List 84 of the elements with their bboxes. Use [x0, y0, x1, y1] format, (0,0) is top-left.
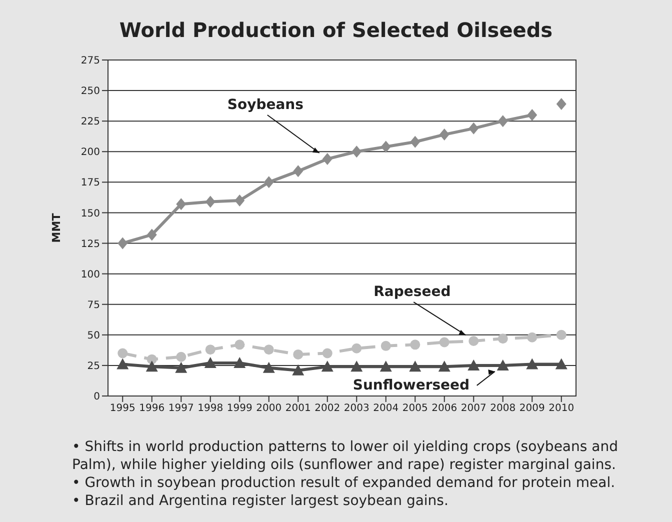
point	[380, 340, 391, 351]
x-tick-label: 2006	[432, 403, 458, 414]
y-tick-label: 50	[87, 330, 100, 342]
text: • Shifts in world production patterns to lower oil yielding crops (soybeans and Palm), while higher yielding oils (sunflower and rape) register marginal gains.	[72, 438, 619, 474]
point	[352, 343, 362, 354]
text: Rapeseed	[374, 284, 451, 300]
x-tick-label: 1997	[168, 403, 194, 414]
point	[205, 196, 216, 208]
point	[438, 360, 450, 372]
point	[264, 176, 274, 188]
x-tick-label: 2002	[314, 403, 340, 414]
point	[439, 128, 450, 141]
point	[118, 348, 128, 358]
point	[350, 360, 363, 372]
text: • Brazil and Argentina register largest soybean gains.	[72, 492, 450, 510]
series-label: Sunflowerseed	[352, 377, 470, 394]
point	[527, 332, 538, 342]
point	[439, 337, 450, 348]
point	[146, 354, 157, 364]
point	[204, 357, 216, 368]
point	[292, 364, 304, 376]
point	[527, 108, 538, 121]
y-tick-label: 75	[87, 300, 100, 311]
point	[205, 344, 216, 355]
x-tick-label: 2005	[402, 403, 428, 414]
x-tick-label: 2009	[519, 403, 545, 414]
point	[556, 330, 566, 340]
x-tick-label: 1999	[226, 403, 252, 414]
point	[146, 360, 158, 372]
point	[468, 122, 479, 134]
point	[468, 336, 479, 346]
y-tick-label: 275	[80, 56, 100, 67]
y-tick-label: 100	[80, 269, 100, 280]
point	[146, 228, 157, 241]
x-tick-label: 2010	[548, 403, 574, 414]
point	[321, 360, 334, 372]
x-tick-label: 1998	[198, 403, 224, 414]
point	[293, 349, 304, 360]
x-tick-label: 2001	[285, 403, 311, 414]
point	[496, 359, 509, 370]
point	[409, 360, 422, 372]
point	[498, 115, 508, 128]
x-tick-label: 2003	[344, 403, 370, 414]
text: Soybeans	[227, 96, 304, 113]
y-tick-label: 225	[80, 116, 100, 128]
point	[468, 359, 480, 370]
x-tick-label: 2004	[373, 403, 399, 414]
text: • Growth in soybean production result of expanded demand for protein meal.	[72, 474, 616, 492]
y-tick-label: 175	[80, 178, 100, 189]
point	[175, 362, 188, 373]
point	[380, 360, 392, 372]
point	[380, 140, 391, 153]
point	[526, 358, 538, 370]
point	[352, 146, 362, 158]
point	[410, 136, 420, 148]
point	[498, 334, 508, 344]
x-tick-label: 2007	[460, 403, 486, 414]
y-tick-label: 125	[80, 238, 100, 250]
y-tick-label: 250	[80, 86, 100, 98]
y-axis-title: MMT	[50, 212, 63, 243]
x-tick-label: 1995	[110, 403, 136, 414]
y-tick-label: 150	[80, 208, 100, 220]
point	[234, 194, 245, 207]
point	[234, 340, 245, 350]
point	[118, 237, 128, 250]
point	[555, 358, 568, 370]
point	[556, 98, 566, 110]
point	[264, 344, 274, 355]
point	[322, 348, 332, 358]
y-tick-label: 200	[80, 147, 100, 158]
y-tick-label: 0	[94, 392, 100, 403]
point	[293, 165, 304, 178]
point	[322, 152, 332, 165]
point	[176, 198, 186, 210]
x-tick-label: 2000	[256, 403, 282, 414]
point	[262, 362, 275, 373]
point	[116, 358, 129, 370]
point	[410, 340, 420, 350]
x-tick-label: 2008	[490, 403, 516, 414]
chart-title: World Production of Selected Oilseeds	[118, 18, 554, 42]
point	[176, 352, 186, 362]
y-tick-label: 25	[87, 361, 100, 372]
x-tick-label: 1996	[139, 403, 165, 414]
point	[234, 357, 246, 368]
